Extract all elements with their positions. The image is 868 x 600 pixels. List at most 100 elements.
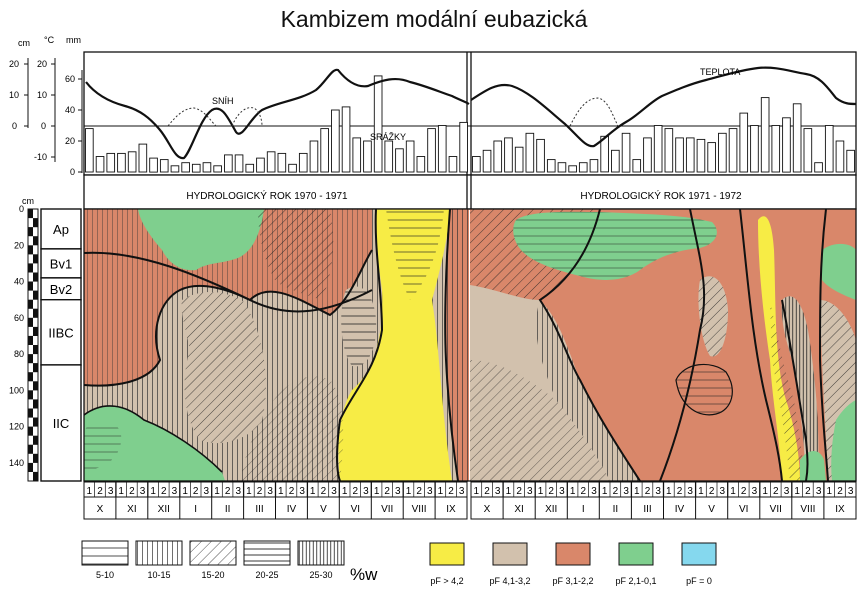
month-label: XI <box>127 504 136 515</box>
precip-bar <box>320 128 329 173</box>
precip-bar <box>341 106 351 173</box>
decade-label: 1 <box>634 486 640 497</box>
snow-tick: 10 <box>9 90 19 100</box>
year-label-1971: HYDROLOGICKÝ ROK 1971 - 1972 <box>580 189 742 202</box>
decade-label: 2 <box>581 486 587 497</box>
precip-curve-label: SRÁŽKY <box>370 132 406 142</box>
depth-tick-label: 140 <box>9 458 24 468</box>
decade-label: 2 <box>645 486 651 497</box>
decade-label: 2 <box>97 486 103 497</box>
depth-scale-cell <box>33 471 38 481</box>
precip-bar <box>95 156 105 173</box>
temp-tick: 20 <box>37 59 47 69</box>
precip-bar <box>85 128 94 173</box>
precip-bar <box>814 162 823 173</box>
decade-label: 1 <box>406 486 412 497</box>
pf-legend-label: pF = 0 <box>686 576 712 586</box>
depth-scale-cell <box>33 381 38 391</box>
snow-axis: 20 10 0 <box>9 58 29 131</box>
decade-label: 3 <box>752 486 758 497</box>
decade-label: 3 <box>172 486 178 497</box>
precip-bar <box>245 163 255 173</box>
decade-label: 3 <box>655 486 661 497</box>
moisture-legend: 5-10 10-15 15-20 20-25 25-30 <box>81 540 345 580</box>
precip-bar <box>846 149 855 173</box>
snow-tick: 20 <box>9 59 19 69</box>
depth-tick-label: 120 <box>9 422 24 432</box>
depth-scale-cell <box>33 236 38 246</box>
precip-bar <box>578 162 588 173</box>
decade-label: 1 <box>474 486 480 497</box>
depth-scale-cell <box>33 218 38 228</box>
decade-label: 3 <box>623 486 629 497</box>
decade-label: 1 <box>438 486 444 497</box>
precip-bar <box>363 140 372 173</box>
temperature-curve-1971 <box>470 66 857 148</box>
decade-label: 1 <box>118 486 124 497</box>
precip-tick: 60 <box>65 74 75 84</box>
moisture-legend-label: 15-20 <box>201 570 224 580</box>
decade-label: 1 <box>666 486 672 497</box>
month-label: X <box>97 504 104 515</box>
depth-scale-cell <box>33 363 38 373</box>
precip-bar <box>728 128 738 173</box>
decade-label: 1 <box>246 486 252 497</box>
decade-label: 2 <box>805 486 811 497</box>
precip-bar <box>739 112 749 173</box>
decade-label: 2 <box>384 486 390 497</box>
depth-scale-cell <box>33 272 38 282</box>
decade-label: 3 <box>720 486 726 497</box>
decade-label: 1 <box>278 486 284 497</box>
month-label: II <box>613 504 619 515</box>
decade-label: 2 <box>321 486 327 497</box>
decade-label: 3 <box>527 486 533 497</box>
precip-bar <box>181 162 190 173</box>
depth-tick-label: 40 <box>14 277 24 287</box>
decade-label: 3 <box>816 486 822 497</box>
month-label: V <box>708 504 715 515</box>
precip-bar <box>803 128 813 173</box>
precip-bar <box>256 157 265 173</box>
decade-label: 2 <box>677 486 683 497</box>
decade-label: 3 <box>848 486 854 497</box>
decade-label: 2 <box>484 486 490 497</box>
pf-legend-label: pF 3,1-2,2 <box>552 576 593 586</box>
moisture-legend-swatch <box>243 540 291 566</box>
month-label: VIII <box>800 504 815 515</box>
horizon-label: Ap <box>53 222 69 237</box>
month-label: VII <box>381 504 393 515</box>
depth-scale-cell <box>33 290 38 300</box>
decade-label: 2 <box>837 486 843 497</box>
depth-scale-cell <box>33 453 38 463</box>
horizon-label: IIBC <box>48 325 73 340</box>
depth-scale-cell <box>33 345 38 355</box>
month-label: IX <box>446 504 456 515</box>
precip-bar <box>835 140 845 173</box>
moisture-block-1971 <box>470 209 856 481</box>
snow-curve-1970 <box>167 107 263 127</box>
precip-bar <box>557 162 567 173</box>
depth-scale-cell <box>28 299 33 309</box>
month-label: VI <box>351 504 360 515</box>
precip-bar <box>234 154 244 173</box>
depth-scale-cell <box>28 372 33 382</box>
decade-label: 1 <box>827 486 833 497</box>
depth-scale-cell <box>33 399 38 409</box>
precip-bar <box>448 156 458 173</box>
precip-bar <box>127 151 137 173</box>
decade-label: 3 <box>267 486 273 497</box>
decade-label: 2 <box>548 486 554 497</box>
precip-bar <box>395 148 404 173</box>
decade-label: 1 <box>570 486 576 497</box>
precip-bar <box>170 165 180 173</box>
month-label: II <box>225 504 231 515</box>
decade-label: 2 <box>353 486 359 497</box>
depth-scale-bar <box>27 208 39 482</box>
snow-curve-label: SNÍH <box>212 96 234 106</box>
month-label: IX <box>835 504 845 515</box>
depth-scale-cell <box>33 417 38 427</box>
precip-bar <box>621 132 631 173</box>
decade-label: 2 <box>516 486 522 497</box>
decade-label: 2 <box>257 486 263 497</box>
